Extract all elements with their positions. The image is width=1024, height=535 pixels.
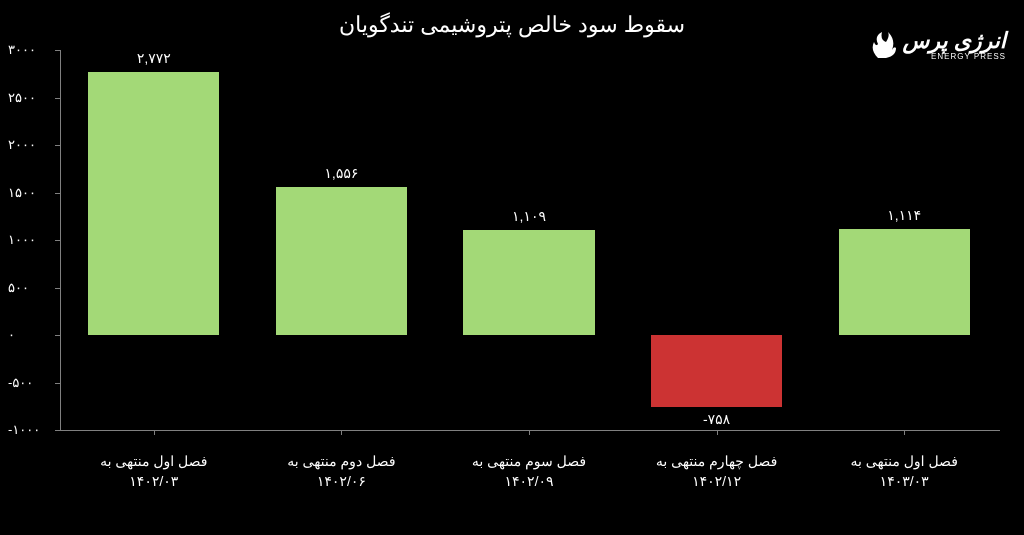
x-label-line1: فصل دوم منتهی به <box>256 452 426 472</box>
y-axis-label: -۵۰۰ <box>0 375 55 391</box>
logo: انرژی پرس ENERGY PRESS <box>868 28 1006 61</box>
x-label-line1: فصل اول منتهی به <box>69 452 239 472</box>
bar <box>88 72 219 335</box>
bar-value-label: ۱,۱۱۴ <box>839 207 969 224</box>
bar-value-label: ۱,۵۵۶ <box>276 165 406 182</box>
bar <box>276 187 407 335</box>
x-axis-label: فصل اول منتهی به۱۴۰۳/۰۳ <box>819 452 989 491</box>
x-label-line1: فصل سوم منتهی به <box>444 452 614 472</box>
x-label-line2: ۱۴۰۲/۰۶ <box>256 472 426 492</box>
y-axis-label: ۵۰۰ <box>0 280 55 296</box>
x-axis-label: فصل چهارم منتهی به۱۴۰۲/۱۲ <box>632 452 802 491</box>
bar-value-label: -۷۵۸ <box>652 411 782 428</box>
y-axis-label: ۰ <box>0 327 55 343</box>
bar-value-label: ۱,۱۰۹ <box>464 208 594 225</box>
logo-main-text: انرژی پرس <box>903 28 1006 54</box>
y-axis-label: ۳۰۰۰ <box>0 42 55 58</box>
x-axis-label: فصل دوم منتهی به۱۴۰۲/۰۶ <box>256 452 426 491</box>
bar-value-label: ۲,۷۷۲ <box>89 50 219 67</box>
bar <box>463 230 594 335</box>
x-axis-label: فصل اول منتهی به۱۴۰۲/۰۳ <box>69 452 239 491</box>
y-axis-label: ۲۵۰۰ <box>0 90 55 106</box>
y-axis-label: ۱۵۰۰ <box>0 185 55 201</box>
x-label-line2: ۱۴۰۳/۰۳ <box>819 472 989 492</box>
bar <box>839 229 970 335</box>
x-label-line1: فصل چهارم منتهی به <box>632 452 802 472</box>
x-label-line1: فصل اول منتهی به <box>819 452 989 472</box>
x-label-line2: ۱۴۰۲/۰۹ <box>444 472 614 492</box>
bar <box>651 335 782 407</box>
x-label-line2: ۱۴۰۲/۱۲ <box>632 472 802 492</box>
x-label-line2: ۱۴۰۲/۰۳ <box>69 472 239 492</box>
y-axis-label: ۱۰۰۰ <box>0 232 55 248</box>
x-axis-label: فصل سوم منتهی به۱۴۰۲/۰۹ <box>444 452 614 491</box>
y-axis-label: -۱۰۰۰ <box>0 422 55 438</box>
y-axis-label: ۲۰۰۰ <box>0 137 55 153</box>
